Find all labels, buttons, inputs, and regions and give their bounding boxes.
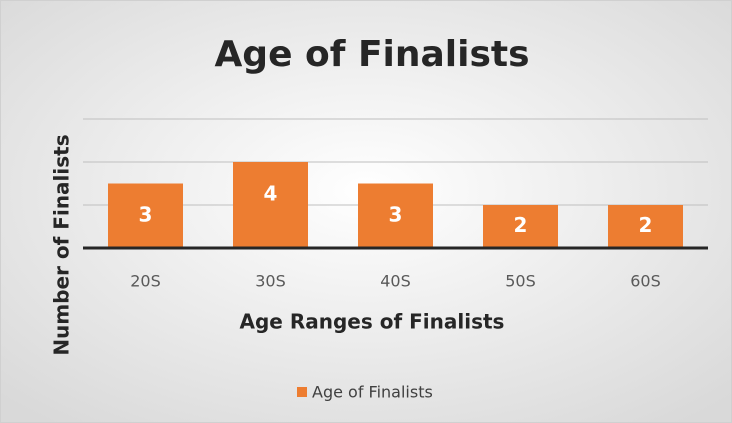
bar <box>233 162 308 248</box>
y-axis-label: Number of Finalists <box>50 134 74 355</box>
bar <box>358 183 433 248</box>
x-tick-label: 30S <box>255 272 286 291</box>
bar <box>608 205 683 248</box>
x-axis-label: Age Ranges of Finalists <box>240 310 505 334</box>
x-tick-label: 60S <box>630 272 661 291</box>
x-tick-label: 50S <box>505 272 536 291</box>
data-label: 2 <box>639 213 653 237</box>
bar <box>483 205 558 248</box>
chart-title: Age of Finalists <box>214 34 529 75</box>
data-label: 3 <box>389 202 403 226</box>
data-label: 2 <box>514 213 528 237</box>
x-tick-label: 40S <box>380 272 411 291</box>
x-tick-label: 20S <box>130 272 161 291</box>
data-label: 3 <box>139 202 153 226</box>
data-label: 4 <box>264 182 278 206</box>
legend-marker <box>297 387 307 397</box>
legend-label: Age of Finalists <box>312 383 433 402</box>
bar <box>108 183 183 248</box>
